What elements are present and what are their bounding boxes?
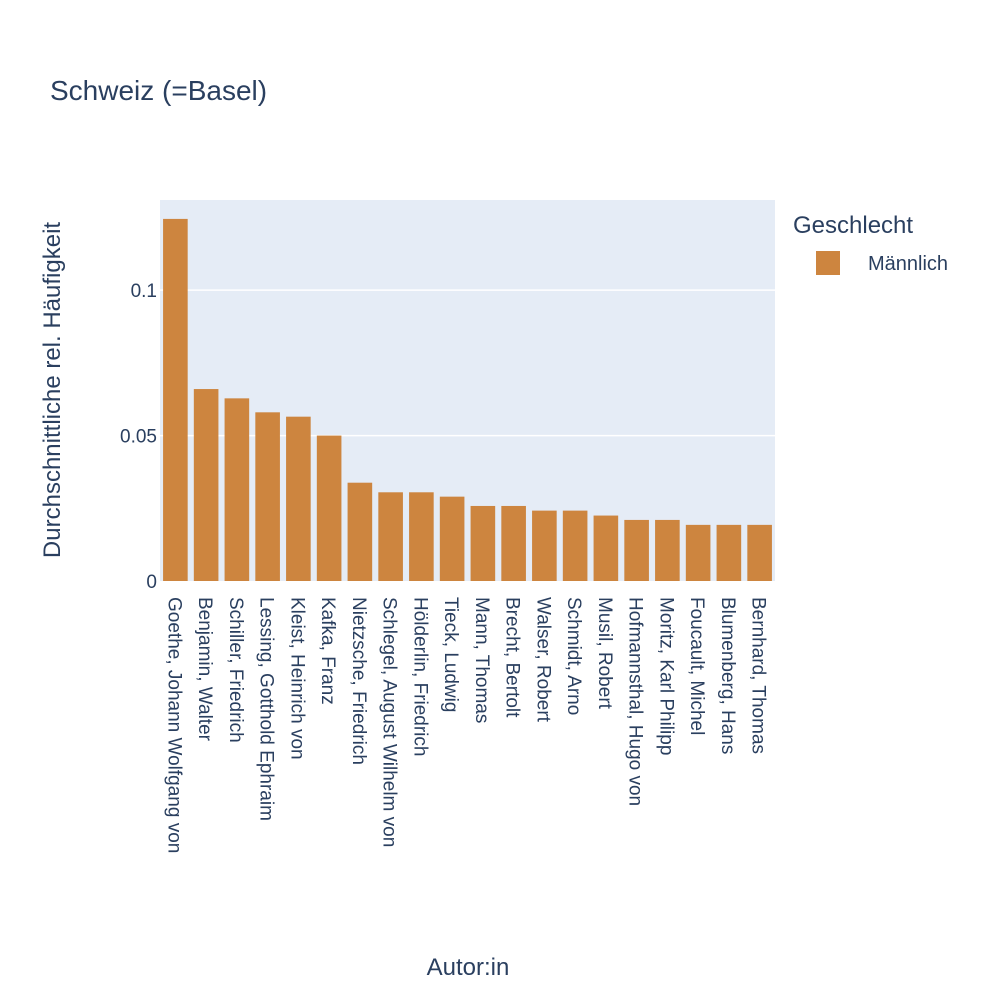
x-tick-label: Brecht, Bertolt [502, 597, 523, 718]
x-tick-label: Bernhard, Thomas [748, 597, 769, 754]
x-tick-label: Moritz, Karl Philipp [655, 597, 676, 755]
x-tick-label: Hofmannsthal, Hugo von [625, 597, 646, 806]
legend-title: Geschlecht [793, 212, 913, 239]
bar[interactable] [316, 435, 342, 581]
bar[interactable] [655, 519, 680, 581]
x-axis-title: Autor:in [427, 954, 510, 981]
bar[interactable] [624, 519, 649, 581]
legend-item-label: Männlich [868, 253, 948, 275]
x-tick-label: Lessing, Gotthold Ephraim [256, 597, 277, 821]
legend: Geschlecht Männlich [793, 212, 948, 275]
bar[interactable] [193, 389, 219, 581]
bar[interactable] [593, 515, 619, 581]
x-tick-label: Foucault, Michel [686, 597, 707, 735]
x-tick-label: Goethe, Johann Wolfgang von [163, 597, 184, 853]
x-tick-label: Schlegel, August Wilhelm von [379, 597, 400, 847]
bar[interactable] [378, 492, 403, 581]
legend-item-maennlich[interactable]: Männlich [816, 251, 948, 275]
bar[interactable] [409, 492, 434, 581]
x-tick-label: Walser, Robert [532, 597, 553, 723]
bar[interactable] [224, 398, 250, 581]
x-tick-label: Musil, Robert [594, 597, 615, 710]
x-tick-labels: Goethe, Johann Wolfgang von Benjamin, Wal… [163, 597, 768, 853]
bar[interactable] [562, 510, 588, 581]
bar[interactable] [439, 496, 465, 581]
y-axis-title: Durchschnittliche rel. Häufigkeit [39, 222, 66, 558]
bar[interactable] [347, 482, 373, 581]
x-tick-label: Kleist, Heinrich von [286, 597, 307, 760]
x-tick-label: Kafka, Franz [317, 597, 338, 705]
x-tick-label: Tieck, Ludwig [440, 597, 461, 712]
y-tick-label: 0 [146, 572, 157, 593]
x-tick-label: Schiller, Friedrich [225, 597, 246, 743]
y-tick-label: 0.1 [131, 281, 157, 302]
x-tick-label: Nietzsche, Friedrich [348, 597, 369, 765]
x-tick-label: Hölderlin, Friedrich [409, 597, 430, 756]
bar[interactable] [255, 412, 280, 581]
legend-swatch [816, 251, 840, 275]
x-tick-label: Mann, Thomas [471, 597, 492, 723]
bar[interactable] [501, 505, 526, 581]
plot-area [160, 200, 775, 581]
bar[interactable] [470, 505, 496, 581]
bar[interactable] [685, 524, 711, 581]
bars [163, 218, 772, 581]
y-tick-label: 0.05 [120, 427, 157, 448]
bar[interactable] [716, 524, 742, 581]
y-tick-labels: 0 0.05 0.1 [120, 281, 157, 593]
x-tick-label: Blumenberg, Hans [717, 597, 738, 754]
bar[interactable] [163, 218, 188, 581]
x-tick-label: Benjamin, Walter [194, 597, 215, 742]
bar[interactable] [747, 524, 772, 581]
bar[interactable] [286, 416, 311, 581]
chart-title: Schweiz (=Basel) [50, 75, 267, 106]
bar[interactable] [532, 510, 557, 581]
x-tick-label: Schmidt, Arno [563, 597, 584, 715]
